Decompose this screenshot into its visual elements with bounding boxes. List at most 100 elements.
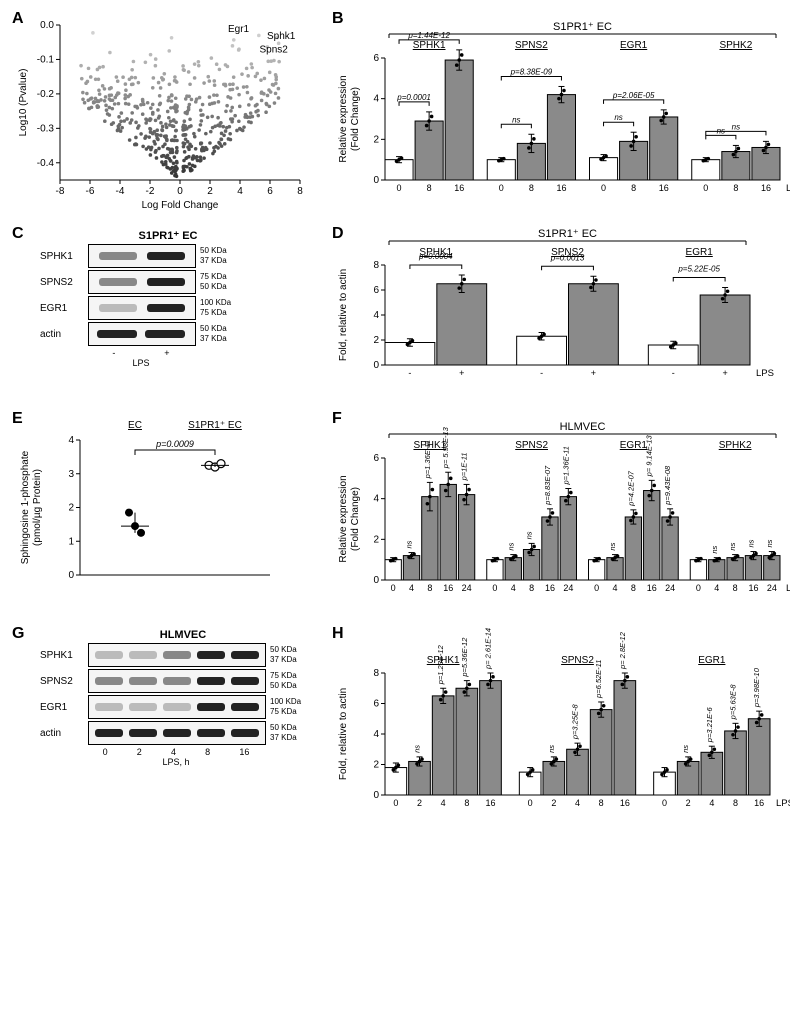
svg-text:ns: ns — [506, 542, 515, 550]
svg-text:ns: ns — [608, 542, 617, 550]
svg-text:EGR1: EGR1 — [698, 655, 726, 666]
svg-text:4: 4 — [373, 729, 379, 740]
panel-d: D 02468Fold, relative to actinS1PR1⁺ ECS… — [330, 225, 790, 398]
svg-text:0: 0 — [391, 583, 396, 593]
svg-text:p=5.22E-05: p=5.22E-05 — [677, 265, 720, 274]
panel-h: H 02468Fold, relative to actinSPHK102481… — [330, 625, 790, 828]
svg-text:0: 0 — [601, 183, 606, 193]
svg-text:ns: ns — [746, 539, 755, 547]
svg-text:16: 16 — [443, 583, 453, 593]
svg-text:-0.3: -0.3 — [37, 123, 55, 134]
bar-chart-f: 0246Relative expression(Fold Change)HLMV… — [330, 410, 790, 610]
svg-text:0: 0 — [696, 583, 701, 593]
svg-text:0: 0 — [68, 570, 74, 581]
panel-b: B 0246Relative expression(Fold Change)S1… — [330, 10, 790, 213]
panel-a: A -8-6-4-2024680.0-0.1-0.2-0.3-0.4Log Fo… — [10, 10, 310, 213]
svg-text:ns: ns — [413, 745, 422, 753]
svg-text:4: 4 — [409, 583, 414, 593]
svg-text:HLMVEC: HLMVEC — [560, 421, 606, 433]
svg-text:0: 0 — [528, 798, 533, 808]
svg-text:p=3.25E-8: p=3.25E-8 — [571, 704, 580, 741]
svg-text:p=0.0009: p=0.0009 — [155, 439, 194, 449]
svg-text:Relative expression: Relative expression — [338, 475, 349, 562]
svg-text:2: 2 — [373, 760, 379, 771]
bar-chart-d: 02468Fold, relative to actinS1PR1⁺ ECSPH… — [330, 225, 790, 395]
svg-text:2: 2 — [551, 798, 556, 808]
svg-text:8: 8 — [464, 798, 469, 808]
volcano-plot: -8-6-4-2024680.0-0.1-0.2-0.3-0.4Log Fold… — [10, 10, 310, 210]
svg-text:S1PR1⁺ EC: S1PR1⁺ EC — [553, 21, 612, 33]
svg-text:16: 16 — [485, 798, 495, 808]
svg-text:EGR1: EGR1 — [686, 247, 714, 258]
svg-text:ns: ns — [525, 531, 534, 539]
svg-text:8: 8 — [427, 583, 432, 593]
svg-text:ns: ns — [547, 745, 556, 753]
svg-text:SPHK1: SPHK1 — [413, 40, 446, 51]
svg-text:1: 1 — [68, 536, 74, 547]
svg-text:0: 0 — [373, 360, 379, 371]
svg-text:-2: -2 — [146, 186, 155, 197]
svg-text:0: 0 — [662, 798, 667, 808]
svg-text:6: 6 — [373, 699, 379, 710]
svg-text:0: 0 — [373, 175, 379, 186]
svg-text:(Fold Change): (Fold Change) — [350, 87, 361, 151]
panel-a-label: A — [12, 10, 24, 28]
svg-text:2: 2 — [417, 798, 422, 808]
svg-text:p=0.0001: p=0.0001 — [396, 93, 431, 102]
svg-text:0: 0 — [393, 798, 398, 808]
svg-text:LPS, h: LPS, h — [786, 183, 790, 194]
western-blot-c: SPHK150 KDa37 KDaSPNS275 KDa50 KDaEGR110… — [40, 244, 310, 368]
svg-text:0: 0 — [373, 790, 379, 801]
svg-text:Relative expression: Relative expression — [338, 75, 349, 162]
svg-text:LPS, h: LPS, h — [786, 583, 790, 594]
svg-text:24: 24 — [767, 583, 777, 593]
svg-text:S1PR1⁺ EC: S1PR1⁺ EC — [538, 228, 597, 240]
svg-text:4: 4 — [575, 798, 580, 808]
svg-text:2: 2 — [207, 186, 213, 197]
svg-text:-0.4: -0.4 — [37, 158, 55, 169]
panel-c-label: C — [12, 225, 24, 243]
panel-g-title: HLMVEC — [88, 629, 278, 641]
svg-text:4: 4 — [237, 186, 243, 197]
svg-text:-8: -8 — [56, 186, 65, 197]
svg-text:p=1.36E-11: p=1.36E-11 — [423, 440, 432, 479]
panel-e: E 01234Sphingosine 1-phosphate(pmol/µg P… — [10, 410, 310, 613]
svg-text:8: 8 — [599, 798, 604, 808]
svg-text:SPHK2: SPHK2 — [719, 440, 752, 451]
panel-g-label: G — [12, 625, 24, 643]
svg-text:-0.1: -0.1 — [37, 54, 55, 65]
svg-text:4: 4 — [373, 94, 379, 105]
svg-text:p= 2.8E-12: p= 2.8E-12 — [618, 631, 627, 670]
bar-chart-h: 02468Fold, relative to actinSPHK1024816n… — [330, 625, 790, 825]
svg-text:ns: ns — [728, 542, 737, 550]
bar-chart-b: 0246Relative expression(Fold Change)S1PR… — [330, 10, 790, 210]
svg-text:p=8.83E-07: p=8.83E-07 — [543, 465, 552, 506]
svg-text:6: 6 — [373, 453, 379, 464]
svg-text:2: 2 — [373, 335, 379, 346]
svg-text:EC: EC — [128, 420, 142, 431]
svg-text:+: + — [722, 368, 727, 378]
svg-text:ns: ns — [512, 115, 520, 124]
panel-c-title: S1PR1⁺ EC — [88, 229, 248, 242]
svg-text:-0.2: -0.2 — [37, 89, 55, 100]
svg-text:4: 4 — [511, 583, 516, 593]
svg-text:S1PR1⁺ EC: S1PR1⁺ EC — [188, 420, 242, 431]
svg-text:(Fold Change): (Fold Change) — [350, 487, 361, 551]
panel-f-label: F — [332, 410, 342, 428]
svg-text:16: 16 — [754, 798, 764, 808]
svg-text:Log10 (Pvalue): Log10 (Pvalue) — [18, 69, 29, 137]
svg-text:EGR1: EGR1 — [620, 40, 648, 51]
svg-text:0: 0 — [492, 583, 497, 593]
figure: A -8-6-4-2024680.0-0.1-0.2-0.3-0.4Log Fo… — [10, 10, 790, 828]
svg-text:Fold, relative to actin: Fold, relative to actin — [338, 688, 349, 780]
svg-text:2: 2 — [686, 798, 691, 808]
svg-text:p=3.98E-10: p=3.98E-10 — [752, 667, 761, 708]
svg-text:SPHK2: SPHK2 — [719, 40, 752, 51]
svg-text:8: 8 — [373, 668, 379, 679]
western-blot-g: SPHK150 KDa37 KDaSPNS275 KDa50 KDaEGR110… — [40, 643, 310, 767]
svg-text:16: 16 — [748, 583, 758, 593]
svg-text:8: 8 — [427, 183, 432, 193]
svg-text:2: 2 — [373, 534, 379, 545]
svg-text:p= 5.58E-13: p= 5.58E-13 — [441, 426, 450, 469]
svg-text:p=4.2E-07: p=4.2E-07 — [626, 470, 635, 507]
